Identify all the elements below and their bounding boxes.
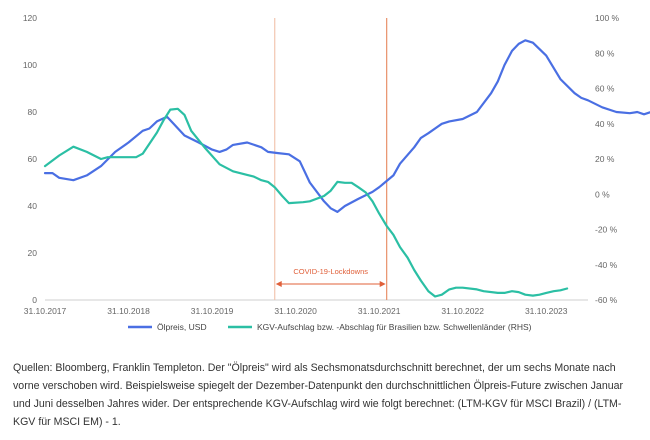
x-axis-tick-label: 31.10.2019 bbox=[191, 306, 234, 316]
legend: Ölpreis, USD KGV-Aufschlag bzw. -Abschlag… bbox=[128, 322, 532, 332]
right-axis-tick-label: 40 % bbox=[595, 119, 615, 129]
right-axis-tick-label: -40 % bbox=[595, 260, 618, 270]
x-axis-tick-label: 31.10.2021 bbox=[358, 306, 401, 316]
left-axis-tick-label: 0 bbox=[32, 295, 37, 305]
x-axis-tick-label: 31.10.2023 bbox=[525, 306, 568, 316]
left-axis-tick-label: 80 bbox=[28, 107, 38, 117]
oil-price-line bbox=[43, 39, 650, 213]
pe-premium-line bbox=[43, 107, 569, 298]
legend-pe-premium-label: KGV-Aufschlag bzw. -Abschlag für Brasili… bbox=[257, 322, 532, 332]
right-axis-tick-label: -20 % bbox=[595, 225, 618, 235]
series-layer bbox=[43, 39, 650, 298]
axis-layer: 0 20 40 60 80 100 120 -60 % -40 % -20 % 0 % 20 % 40 … bbox=[23, 13, 620, 316]
right-axis-tick-label: -60 % bbox=[595, 295, 618, 305]
legend-oil-price-label: Ölpreis, USD bbox=[157, 322, 207, 332]
lockdown-arrow-left-head bbox=[275, 281, 282, 287]
x-axis-tick-label: 31.10.2020 bbox=[274, 306, 317, 316]
right-axis-tick-label: 60 % bbox=[595, 84, 615, 94]
right-axis-tick-label: 80 % bbox=[595, 48, 615, 58]
x-axis-tick-label: 31.10.2017 bbox=[24, 306, 67, 316]
lockdown-period: COVID-19-Lockdowns bbox=[274, 18, 388, 300]
left-axis-tick-label: 100 bbox=[23, 60, 37, 70]
left-axis-tick-label: 20 bbox=[28, 248, 38, 258]
source-caption: Quellen: Bloomberg, Franklin Templeton. … bbox=[13, 362, 624, 428]
chart: COVID-19-Lockdowns 0 20 40 60 80 100 120 -60 % -… bbox=[23, 13, 650, 332]
x-axis-tick-label: 31.10.2018 bbox=[107, 306, 150, 316]
lockdown-label: COVID-19-Lockdowns bbox=[293, 267, 368, 276]
right-axis-tick-label: 0 % bbox=[595, 189, 610, 199]
lockdown-arrow-right-head bbox=[379, 281, 386, 287]
right-axis-tick-label: 100 % bbox=[595, 13, 620, 23]
right-axis-tick-label: 20 % bbox=[595, 154, 615, 164]
left-axis-tick-label: 120 bbox=[23, 13, 37, 23]
left-axis-tick-label: 60 bbox=[28, 154, 38, 164]
x-axis-tick-label: 31.10.2022 bbox=[441, 306, 484, 316]
left-axis-tick-label: 40 bbox=[28, 201, 38, 211]
